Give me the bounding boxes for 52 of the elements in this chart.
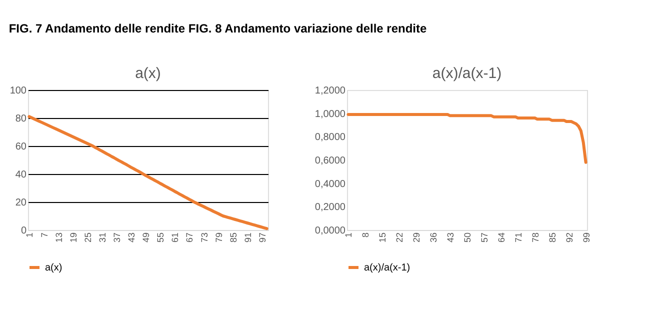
x-tick-label: 1 bbox=[344, 232, 354, 238]
x-tick-label: 19 bbox=[68, 232, 78, 243]
x-tick-label: 50 bbox=[462, 232, 472, 243]
x-tick-label: 1 bbox=[24, 232, 35, 238]
y-tick-label: 0,4000 bbox=[314, 178, 346, 190]
y-tick-label: 40 bbox=[15, 170, 27, 180]
x-tick-label: 71 bbox=[513, 232, 524, 243]
x-tick-label: 85 bbox=[228, 232, 238, 243]
x-tick-label: 7 bbox=[39, 232, 50, 238]
x-tick-label: 43 bbox=[126, 232, 137, 243]
x-tick-label: 57 bbox=[479, 232, 490, 243]
x-tick-label: 15 bbox=[378, 232, 388, 243]
x-tick-label: 99 bbox=[581, 232, 592, 243]
y-tick-label: 1,2000 bbox=[314, 86, 346, 96]
x-tick-label: 91 bbox=[242, 232, 253, 243]
line-series bbox=[28, 115, 268, 230]
x-tick-label: 79 bbox=[214, 232, 224, 243]
x-tick-label: 73 bbox=[199, 232, 210, 243]
x-tick-label: 61 bbox=[170, 232, 180, 243]
y-tick-label: 80 bbox=[15, 114, 27, 124]
x-tick-label: 55 bbox=[156, 232, 166, 243]
x-tick-label: 37 bbox=[112, 232, 122, 243]
x-tick-label: 22 bbox=[394, 232, 405, 243]
x-tick-label: 25 bbox=[82, 232, 93, 243]
y-tick-label: 0,8000 bbox=[314, 132, 346, 144]
x-tick-label: 43 bbox=[446, 232, 456, 243]
caption: FIG. 7 Andamento delle rendite FIG. 8 Andamento variazione delle rendite bbox=[8, 22, 428, 36]
x-tick-label: 78 bbox=[530, 232, 540, 243]
x-tick-label: 64 bbox=[496, 232, 506, 243]
y-tick-label: 1,0000 bbox=[314, 108, 346, 120]
y-tick-label: 0,6000 bbox=[314, 156, 346, 166]
x-tick-label: 31 bbox=[97, 232, 108, 243]
line-series bbox=[346, 113, 588, 164]
y-tick-label: 60 bbox=[15, 142, 27, 152]
y-tick-label: 0 bbox=[20, 226, 27, 236]
chart-title: a(x)/a(x-1) bbox=[432, 65, 502, 82]
legend-label: a(x)/a(x-1) bbox=[364, 262, 410, 274]
x-tick-label: 36 bbox=[428, 232, 439, 243]
x-tick-label: 29 bbox=[412, 232, 422, 243]
x-tick-label: 97 bbox=[257, 232, 268, 243]
x-tick-label: 85 bbox=[547, 232, 558, 243]
x-tick-label: 67 bbox=[184, 232, 195, 243]
x-tick-label: 8 bbox=[360, 232, 371, 238]
x-tick-label: 92 bbox=[564, 232, 574, 243]
y-tick-label: 20 bbox=[15, 198, 27, 208]
chart-title: a(x) bbox=[135, 65, 161, 82]
legend-label: a(x) bbox=[45, 262, 62, 274]
x-tick-label: 49 bbox=[141, 232, 152, 243]
y-tick-label: 0,2000 bbox=[314, 202, 346, 214]
x-tick-label: 13 bbox=[54, 232, 64, 243]
y-tick-label: 100 bbox=[10, 86, 27, 96]
y-tick-label: 0,0000 bbox=[314, 226, 346, 236]
